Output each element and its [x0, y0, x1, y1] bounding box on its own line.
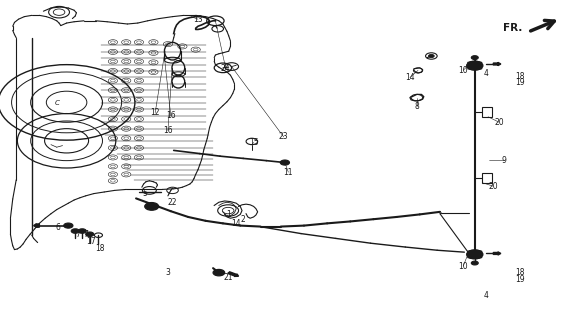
- Text: 15: 15: [249, 138, 258, 147]
- Text: 6: 6: [56, 223, 60, 232]
- Text: 14: 14: [232, 219, 241, 228]
- Text: 21: 21: [224, 273, 233, 282]
- Circle shape: [428, 54, 434, 58]
- Circle shape: [467, 250, 483, 259]
- Circle shape: [145, 203, 159, 210]
- FancyArrow shape: [493, 252, 501, 255]
- Text: 7: 7: [76, 230, 80, 239]
- Text: 5: 5: [142, 189, 147, 198]
- Text: 24: 24: [221, 64, 230, 73]
- Text: 2: 2: [241, 215, 245, 224]
- Text: 3: 3: [166, 268, 170, 277]
- Text: 4: 4: [484, 69, 489, 78]
- Circle shape: [467, 61, 483, 70]
- Text: 10: 10: [459, 66, 468, 75]
- Circle shape: [471, 261, 478, 265]
- Text: 18: 18: [515, 72, 525, 81]
- Text: 23: 23: [279, 132, 288, 141]
- Text: 19: 19: [515, 275, 525, 284]
- Text: 14: 14: [405, 73, 415, 82]
- Text: 1: 1: [226, 210, 231, 219]
- Text: 19: 19: [515, 78, 525, 87]
- Text: C: C: [54, 100, 59, 106]
- FancyArrow shape: [34, 224, 39, 228]
- Circle shape: [71, 229, 79, 233]
- Text: 16: 16: [163, 126, 173, 135]
- Text: 16: 16: [166, 111, 175, 120]
- Text: 10: 10: [459, 262, 468, 271]
- Text: 12: 12: [151, 108, 160, 117]
- Circle shape: [64, 223, 73, 228]
- Text: 22: 22: [168, 198, 177, 207]
- Circle shape: [213, 269, 225, 276]
- FancyBboxPatch shape: [482, 107, 492, 117]
- Text: 20: 20: [494, 118, 504, 127]
- Text: 20: 20: [489, 182, 498, 191]
- FancyBboxPatch shape: [482, 173, 492, 183]
- Text: 18: 18: [95, 244, 104, 253]
- Text: 17: 17: [87, 237, 96, 246]
- Circle shape: [86, 232, 94, 236]
- Text: 7: 7: [83, 230, 88, 239]
- Text: FR.: FR.: [503, 23, 522, 33]
- Text: 9: 9: [501, 156, 506, 164]
- Text: 8: 8: [415, 102, 419, 111]
- FancyArrow shape: [493, 62, 501, 66]
- Circle shape: [280, 160, 290, 165]
- Text: 18: 18: [515, 268, 525, 277]
- Text: 11: 11: [284, 168, 293, 177]
- Text: 13: 13: [193, 15, 203, 24]
- Circle shape: [78, 229, 86, 233]
- Text: 4: 4: [484, 291, 489, 300]
- FancyArrow shape: [228, 272, 239, 276]
- Circle shape: [471, 56, 478, 60]
